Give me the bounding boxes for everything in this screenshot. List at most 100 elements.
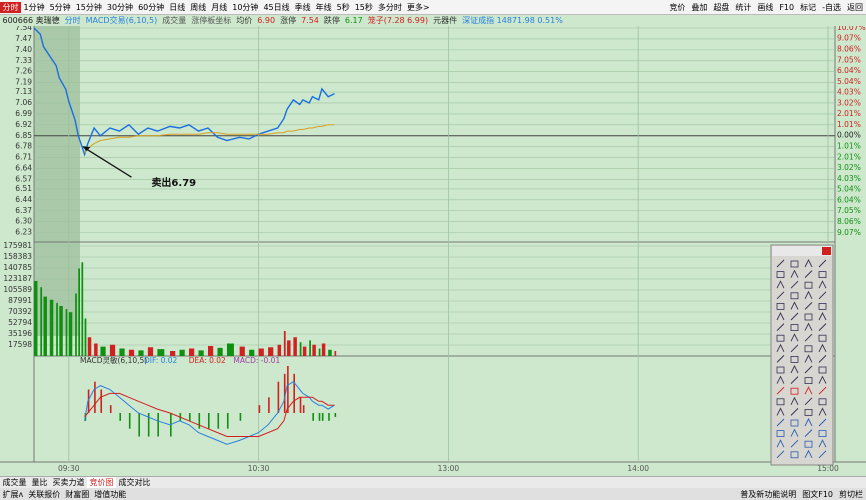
tool-icon[interactable]: [776, 271, 785, 279]
tool-icon[interactable]: [776, 407, 785, 416]
tool-icon[interactable]: [804, 365, 813, 374]
tool-icon[interactable]: [804, 290, 813, 300]
tool-icon[interactable]: [804, 417, 813, 427]
tool-icon[interactable]: [776, 386, 785, 395]
period-tab[interactable]: 30分钟: [106, 2, 134, 12]
tool-icon[interactable]: [790, 355, 799, 363]
tool-button[interactable]: 画线: [757, 2, 774, 12]
draw-toolbox[interactable]: [770, 244, 834, 466]
tool-icon[interactable]: [818, 311, 827, 321]
tool-icon[interactable]: [790, 439, 799, 448]
period-tab[interactable]: 更多>: [406, 2, 430, 12]
tool-icon[interactable]: [804, 354, 813, 363]
footer-item[interactable]: 剪切栏: [839, 489, 863, 499]
period-tab[interactable]: 日线: [169, 2, 186, 12]
close-button[interactable]: [822, 247, 831, 255]
tool-icon[interactable]: [790, 312, 799, 321]
tool-icon[interactable]: [804, 313, 813, 321]
period-tab[interactable]: 5秒: [336, 2, 350, 12]
tool-icon[interactable]: [790, 396, 799, 406]
tool-icon[interactable]: [790, 364, 799, 374]
tool-icon[interactable]: [818, 418, 827, 427]
bottom-tab[interactable]: 竞价图: [87, 477, 116, 488]
tool-icon[interactable]: [776, 311, 785, 321]
tool-icon[interactable]: [776, 439, 785, 448]
tool-icon[interactable]: [776, 343, 785, 353]
tool-icon[interactable]: [790, 428, 799, 437]
tool-icon[interactable]: [818, 450, 827, 459]
tool-icon[interactable]: [818, 334, 827, 342]
tool-icon[interactable]: [818, 375, 827, 384]
period-tab[interactable]: 60分钟: [138, 2, 165, 12]
tool-icon[interactable]: [790, 419, 799, 427]
period-tab[interactable]: 分时: [0, 1, 21, 13]
tool-icon[interactable]: [776, 280, 785, 289]
tool-icon[interactable]: [804, 270, 813, 278]
tool-icon[interactable]: [804, 377, 813, 385]
tool-icon[interactable]: [776, 291, 785, 300]
tool-icon[interactable]: [804, 429, 813, 437]
tool-icon[interactable]: [776, 418, 785, 427]
tool-icon[interactable]: [776, 323, 785, 331]
tool-icon[interactable]: [818, 355, 827, 363]
footer-item[interactable]: 扩展ʌ: [2, 489, 24, 499]
tool-icon[interactable]: [818, 271, 827, 279]
tool-icon[interactable]: [804, 258, 813, 268]
tool-button[interactable]: 竞价: [669, 2, 686, 12]
tool-icon[interactable]: [790, 451, 799, 459]
tool-icon[interactable]: [818, 259, 827, 268]
period-tab[interactable]: 1分钟: [23, 2, 45, 12]
tool-button[interactable]: 返回: [847, 2, 863, 12]
footer-item[interactable]: 财富圈: [65, 489, 90, 499]
period-tab[interactable]: 10分钟: [232, 2, 259, 12]
bottom-tab[interactable]: 量比: [31, 478, 48, 487]
bottom-tab[interactable]: 成交量: [2, 478, 27, 487]
tool-icon[interactable]: [790, 324, 799, 332]
tool-icon[interactable]: [776, 355, 785, 363]
tool-icon[interactable]: [790, 333, 799, 342]
tool-icon[interactable]: [804, 449, 813, 459]
footer-item[interactable]: 图文F10: [802, 489, 833, 499]
tool-icon[interactable]: [790, 280, 799, 289]
tool-icon[interactable]: [790, 408, 799, 416]
tool-icon[interactable]: [776, 375, 785, 384]
tool-button[interactable]: 叠加: [691, 2, 708, 12]
tool-icon[interactable]: [790, 376, 799, 384]
tool-icon[interactable]: [804, 345, 813, 353]
period-tab[interactable]: 年线: [315, 2, 332, 12]
tool-icon[interactable]: [776, 366, 785, 374]
footer-item[interactable]: 增值功能: [94, 489, 127, 499]
tool-icon[interactable]: [790, 269, 799, 278]
tool-icon[interactable]: [804, 333, 813, 342]
tool-button[interactable]: 超盘: [713, 2, 730, 12]
tool-icon[interactable]: [818, 302, 827, 310]
footer-item[interactable]: 普及新功能说明: [740, 489, 797, 499]
period-tab[interactable]: 多分时: [377, 2, 402, 12]
tool-icon[interactable]: [804, 397, 813, 406]
tool-icon[interactable]: [776, 398, 785, 406]
period-tab[interactable]: 15秒: [354, 2, 373, 12]
tool-icon[interactable]: [818, 398, 827, 406]
tool-icon[interactable]: [818, 407, 827, 416]
tool-button[interactable]: 统计: [735, 2, 752, 12]
tool-button[interactable]: F10: [779, 2, 795, 12]
tool-icon[interactable]: [818, 439, 827, 448]
period-tab[interactable]: 周线: [190, 2, 207, 12]
tool-icon[interactable]: [776, 430, 785, 438]
tool-icon[interactable]: [804, 281, 813, 289]
tool-button[interactable]: 标记: [800, 2, 817, 12]
tool-icon[interactable]: [804, 302, 813, 310]
tool-icon[interactable]: [818, 386, 827, 395]
tool-icon[interactable]: [790, 292, 799, 300]
tool-icon[interactable]: [790, 301, 799, 310]
tool-icon[interactable]: [804, 386, 813, 395]
tool-icon[interactable]: [790, 260, 799, 268]
period-tab[interactable]: 45日线: [263, 2, 290, 12]
tool-icon[interactable]: [776, 259, 785, 268]
period-tab[interactable]: 月线: [211, 2, 228, 12]
tool-icon[interactable]: [776, 302, 785, 310]
tool-icon[interactable]: [818, 366, 827, 374]
bottom-tab[interactable]: 买卖力道: [52, 478, 85, 487]
footer-item[interactable]: 关联报价: [28, 489, 61, 499]
tool-icon[interactable]: [790, 387, 799, 395]
